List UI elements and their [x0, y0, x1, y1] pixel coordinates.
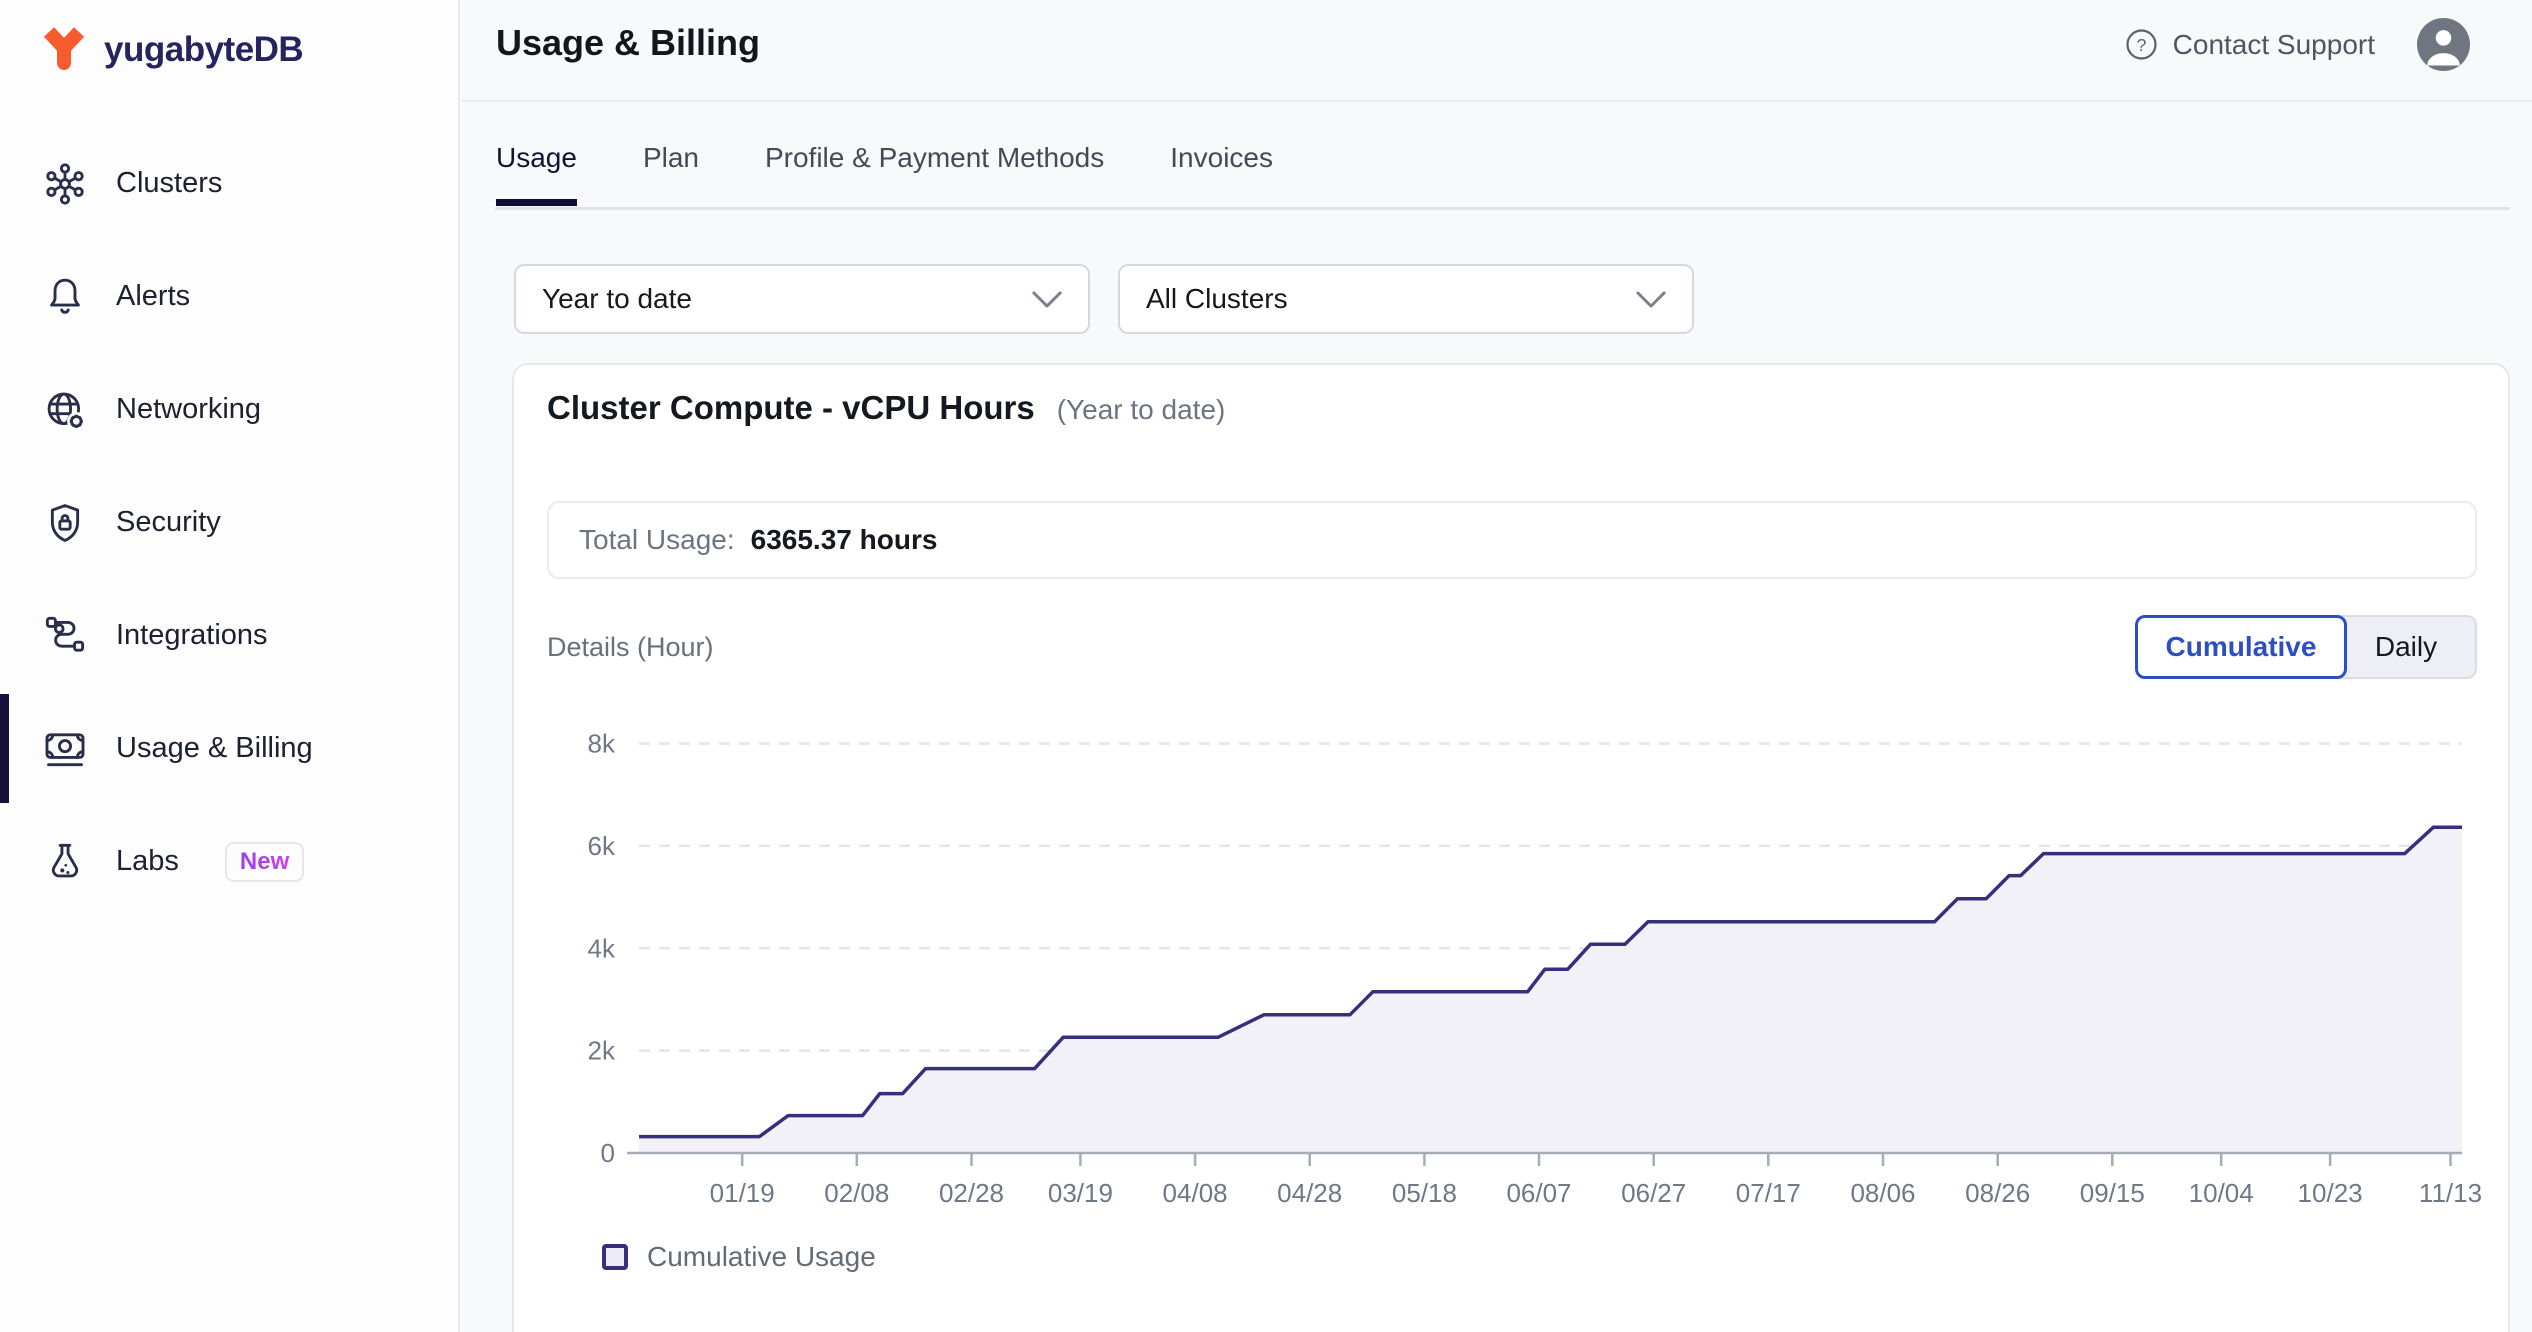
sidebar-item-labs[interactable]: Labs New [0, 805, 458, 918]
details-label: Details (Hour) [547, 632, 714, 663]
sidebar-item-usage-billing[interactable]: Usage & Billing [0, 692, 458, 805]
sidebar-item-integrations[interactable]: Integrations [0, 579, 458, 692]
usage-billing-icon [42, 726, 88, 772]
tab-profile-payment-methods[interactable]: Profile & Payment Methods [765, 118, 1104, 206]
yugabytedb-logo[interactable]: yugabyteDB [0, 0, 458, 78]
logo-text: yugabyteDB [104, 30, 303, 70]
chart-legend-item[interactable]: Cumulative Usage [602, 1241, 876, 1273]
details-row: Details (Hour) Cumulative Daily [547, 615, 2477, 679]
sidebar-item-networking[interactable]: Networking [0, 353, 458, 466]
sidebar-item-label: Networking [116, 393, 261, 426]
sidebar-item-clusters[interactable]: Clusters [0, 127, 458, 240]
legend-label: Cumulative Usage [647, 1241, 876, 1273]
svg-text:11/13: 11/13 [2419, 1178, 2482, 1208]
card-title-row: Cluster Compute - vCPU Hours (Year to da… [547, 389, 1225, 427]
svg-text:4k: 4k [588, 933, 616, 963]
sidebar-item-label: Labs [116, 845, 179, 878]
header-actions: ? Contact Support [2124, 18, 2470, 71]
tabs-divider [495, 207, 2510, 210]
svg-text:02/28: 02/28 [939, 1178, 1004, 1208]
legend-swatch [602, 1244, 628, 1270]
billing-tabs: Usage Plan Profile & Payment Methods Inv… [496, 118, 1273, 206]
cluster-select[interactable]: All Clusters [1118, 264, 1694, 334]
svg-text:04/28: 04/28 [1277, 1178, 1342, 1208]
time-range-value: Year to date [542, 283, 692, 315]
svg-text:6k: 6k [588, 831, 616, 861]
svg-text:06/07: 06/07 [1506, 1178, 1571, 1208]
time-range-select[interactable]: Year to date [514, 264, 1090, 334]
avatar[interactable] [2417, 18, 2470, 71]
sidebar-item-label: Security [116, 506, 221, 539]
usage-card: Cluster Compute - vCPU Hours (Year to da… [512, 363, 2510, 1332]
svg-text:?: ? [2136, 35, 2146, 55]
svg-text:09/15: 09/15 [2080, 1178, 2145, 1208]
cluster-value: All Clusters [1146, 283, 1288, 315]
svg-text:06/27: 06/27 [1621, 1178, 1686, 1208]
sidebar-item-security[interactable]: Security [0, 466, 458, 579]
cumulative-toggle-button[interactable]: Cumulative [2135, 615, 2347, 679]
tab-usage[interactable]: Usage [496, 118, 577, 206]
total-usage-label: Total Usage: [579, 524, 735, 556]
tab-invoices[interactable]: Invoices [1170, 118, 1273, 206]
chevron-down-icon [1636, 291, 1666, 308]
svg-text:04/08: 04/08 [1163, 1178, 1228, 1208]
networking-icon [42, 387, 88, 433]
svg-text:02/08: 02/08 [824, 1178, 889, 1208]
total-usage-value: 6365.37 hours [751, 524, 938, 556]
svg-text:8k: 8k [588, 729, 616, 759]
usage-chart: 0 2k 4k 6k 8k 01/19 02/08 02/28 03/19 04/08 04/28 0… [514, 690, 2508, 1250]
new-badge: New [225, 842, 304, 882]
card-subtitle: (Year to date) [1057, 394, 1226, 426]
svg-text:03/19: 03/19 [1048, 1178, 1113, 1208]
svg-text:01/19: 01/19 [710, 1178, 775, 1208]
svg-text:08/06: 08/06 [1850, 1178, 1915, 1208]
yugabytedb-logo-mark [40, 26, 88, 74]
view-toggle: Cumulative Daily [2135, 615, 2477, 679]
alerts-icon [42, 274, 88, 320]
sidebar-item-label: Clusters [116, 167, 222, 200]
total-usage-box: Total Usage: 6365.37 hours [547, 501, 2477, 579]
card-title: Cluster Compute - vCPU Hours [547, 389, 1035, 427]
sidebar-item-label: Alerts [116, 280, 190, 313]
sidebar-item-label: Usage & Billing [116, 732, 313, 765]
contact-support-button[interactable]: ? Contact Support [2124, 27, 2375, 62]
labs-icon [42, 839, 88, 885]
svg-text:10/23: 10/23 [2298, 1178, 2363, 1208]
clusters-icon [42, 161, 88, 207]
svg-text:10/04: 10/04 [2189, 1178, 2254, 1208]
chevron-down-icon [1032, 291, 1062, 308]
sidebar-nav: Clusters Alerts [0, 127, 458, 918]
svg-text:05/18: 05/18 [1392, 1178, 1457, 1208]
page-title: Usage & Billing [496, 22, 760, 64]
security-icon [42, 500, 88, 546]
contact-support-label: Contact Support [2173, 29, 2375, 61]
tab-plan[interactable]: Plan [643, 118, 699, 206]
filters: Year to date All Clusters [514, 264, 1694, 334]
svg-text:0: 0 [601, 1138, 615, 1168]
svg-text:08/26: 08/26 [1965, 1178, 2030, 1208]
integrations-icon [42, 613, 88, 659]
sidebar-item-label: Integrations [116, 619, 268, 652]
help-icon: ? [2124, 27, 2159, 62]
header-divider [462, 100, 2532, 102]
svg-text:2k: 2k [588, 1036, 616, 1066]
sidebar-item-alerts[interactable]: Alerts [0, 240, 458, 353]
daily-toggle-button[interactable]: Daily [2337, 615, 2477, 679]
page: yugabyteDB Clusters [0, 0, 2532, 1332]
svg-text:07/17: 07/17 [1736, 1178, 1801, 1208]
sidebar: yugabyteDB Clusters [0, 0, 460, 1332]
